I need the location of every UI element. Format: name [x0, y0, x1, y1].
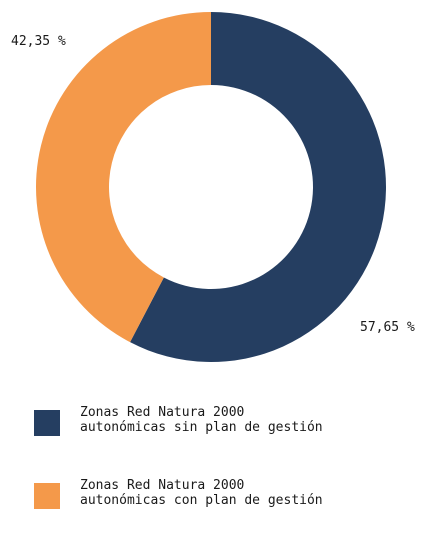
- legend-item-sin-plan: Zonas Red Natura 2000 autonómicas sin pl…: [34, 405, 323, 436]
- legend-label-con-plan: Zonas Red Natura 2000 autonómicas con pl…: [80, 478, 323, 508]
- legend: Zonas Red Natura 2000 autonómicas sin pl…: [34, 405, 323, 551]
- legend-swatch-sin-plan: [34, 410, 60, 436]
- slice-sin-plan: [130, 12, 387, 362]
- legend-swatch-con-plan: [34, 483, 60, 509]
- legend-item-con-plan: Zonas Red Natura 2000 autonómicas con pl…: [34, 478, 323, 509]
- slice-con-plan: [36, 12, 212, 343]
- data-label-sin-plan: 57,65 %: [360, 320, 415, 335]
- data-label-con-plan: 42,35 %: [11, 34, 66, 49]
- legend-label-sin-plan: Zonas Red Natura 2000 autonómicas sin pl…: [80, 405, 323, 435]
- donut-chart: 57,65 % 42,35 %: [11, 12, 415, 362]
